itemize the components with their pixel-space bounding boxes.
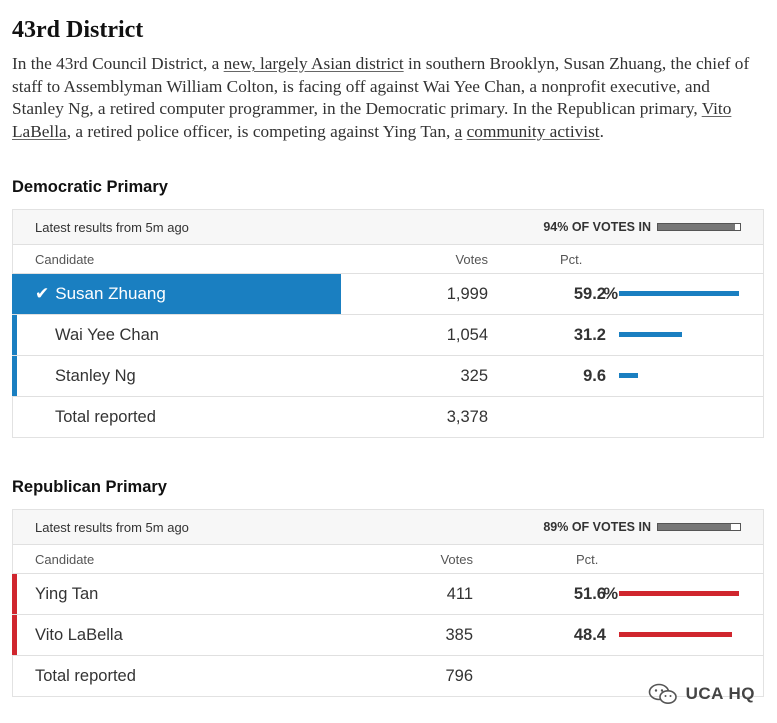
check-icon: ✔ bbox=[35, 284, 50, 303]
total-label: Total reported bbox=[35, 666, 136, 685]
candidate-name: Ying Tan bbox=[35, 584, 99, 603]
link-a[interactable]: a bbox=[454, 121, 463, 141]
col-pct: Pct. bbox=[576, 551, 599, 567]
candidate-votes: 385 bbox=[445, 625, 473, 644]
page-title: 43rd District bbox=[12, 17, 144, 43]
votes-in-meter-fill bbox=[658, 524, 731, 530]
candidate-pct-bar bbox=[619, 291, 739, 296]
candidate-pct-value: 9.6 bbox=[583, 366, 606, 385]
total-votes: 796 bbox=[445, 666, 473, 685]
latest-results-text: Latest results from 5m ago bbox=[35, 519, 189, 535]
link-vito-labella[interactable]: Vito LaBella bbox=[12, 99, 732, 141]
candidate-pct: 9.6 bbox=[583, 367, 606, 386]
total-row: Total reported 796 bbox=[13, 655, 763, 696]
votes-in-meter bbox=[657, 523, 741, 531]
results-page: 43rd District In the 43rd Council Distri… bbox=[12, 0, 764, 697]
candidate-row: Wai Yee Chan 1,054 31.2 bbox=[12, 314, 763, 355]
republican-primary-title: Republican Primary bbox=[12, 478, 167, 496]
republican-results-table: Latest results from 5m ago 89% OF VOTES … bbox=[12, 509, 764, 697]
candidate-name: Stanley Ng bbox=[55, 366, 136, 385]
candidate-row: Stanley Ng 325 9.6 bbox=[12, 355, 763, 396]
candidate-pct: 31.2 bbox=[574, 326, 606, 345]
candidate-pct-bar bbox=[619, 591, 739, 596]
candidate-row: ✔ Susan Zhuang 1,999 59.2% bbox=[12, 273, 763, 314]
votes-in-label: 89% OF VOTES IN bbox=[543, 520, 651, 534]
winner-cell: ✔ Susan Zhuang bbox=[13, 274, 341, 314]
candidate-votes: 1,054 bbox=[446, 325, 488, 344]
col-candidate: Candidate bbox=[35, 551, 95, 567]
party-accent bbox=[12, 315, 17, 355]
total-votes: 3,378 bbox=[446, 407, 488, 426]
candidate-pct: 59.2 bbox=[574, 285, 606, 304]
candidate-pct-value: 48.4 bbox=[573, 625, 606, 644]
votes-in-indicator: 94% OF VOTES IN bbox=[543, 220, 741, 234]
candidate-pct: 51.6 bbox=[574, 585, 606, 604]
candidate-pct-value: 31.2 bbox=[573, 325, 606, 344]
pct-sign: % bbox=[603, 584, 618, 603]
desc-text: In the 43rd Council District, a bbox=[12, 54, 224, 73]
desc-text: , a retired police officer, is competing… bbox=[66, 121, 455, 141]
link-community-activist[interactable]: community activist bbox=[466, 121, 600, 141]
candidate-pct: 48.4 bbox=[574, 626, 606, 645]
candidate-votes: 1,999 bbox=[446, 284, 488, 303]
table-header-row: Candidate Votes Pct. bbox=[13, 544, 763, 573]
link-new-district[interactable]: new, largely Asian district bbox=[223, 54, 404, 73]
democratic-primary-section: Democratic Primary Latest results from 5… bbox=[12, 178, 764, 438]
candidate-name: Wai Yee Chan bbox=[55, 325, 159, 344]
pct-sign: % bbox=[603, 284, 618, 303]
candidate-pct-value: 59.2 bbox=[573, 284, 606, 303]
candidate-pct-bar bbox=[619, 373, 638, 378]
watermark-text: UCA HQ bbox=[685, 684, 755, 703]
democratic-results-table: Latest results from 5m ago 94% OF VOTES … bbox=[12, 209, 764, 438]
candidate-votes: 411 bbox=[446, 584, 473, 603]
votes-in-meter bbox=[657, 223, 741, 231]
party-accent bbox=[12, 615, 17, 655]
candidate-pct-value: 51.6 bbox=[573, 584, 606, 603]
wechat-icon bbox=[648, 683, 677, 704]
col-pct: Pct. bbox=[560, 251, 583, 267]
watermark: UCA HQ bbox=[648, 683, 755, 705]
desc-text: . bbox=[599, 121, 604, 141]
candidate-pct-bar bbox=[619, 632, 732, 637]
party-accent bbox=[12, 356, 17, 396]
candidate-votes: 325 bbox=[460, 366, 488, 385]
votes-in-indicator: 89% OF VOTES IN bbox=[543, 520, 741, 534]
total-row: Total reported 3,378 bbox=[13, 396, 763, 437]
total-label: Total reported bbox=[55, 407, 156, 426]
candidate-name: Susan Zhuang bbox=[55, 284, 166, 303]
desc-text: in southern Brooklyn, Susan Zhuang, the … bbox=[12, 54, 750, 118]
col-votes: Votes bbox=[440, 551, 473, 567]
results-header: Latest results from 5m ago 89% OF VOTES … bbox=[13, 510, 763, 544]
democratic-primary-title: Democratic Primary bbox=[12, 178, 168, 196]
republican-primary-section: Republican Primary Latest results from 5… bbox=[12, 478, 764, 697]
candidate-row: Vito LaBella 385 48.4 bbox=[12, 614, 763, 655]
candidate-name: Vito LaBella bbox=[35, 625, 123, 644]
col-candidate: Candidate bbox=[35, 251, 95, 267]
votes-in-label: 94% OF VOTES IN bbox=[543, 220, 651, 234]
col-votes: Votes bbox=[455, 251, 488, 267]
votes-in-meter-fill bbox=[658, 224, 736, 230]
candidate-row: Ying Tan 411 51.6% bbox=[12, 573, 763, 614]
party-accent bbox=[12, 574, 17, 614]
latest-results-text: Latest results from 5m ago bbox=[35, 219, 189, 235]
district-description: In the 43rd Council District, a new, lar… bbox=[12, 53, 764, 143]
candidate-pct-bar bbox=[619, 332, 682, 337]
results-header: Latest results from 5m ago 94% OF VOTES … bbox=[13, 210, 763, 244]
table-header-row: Candidate Votes Pct. bbox=[13, 244, 763, 273]
